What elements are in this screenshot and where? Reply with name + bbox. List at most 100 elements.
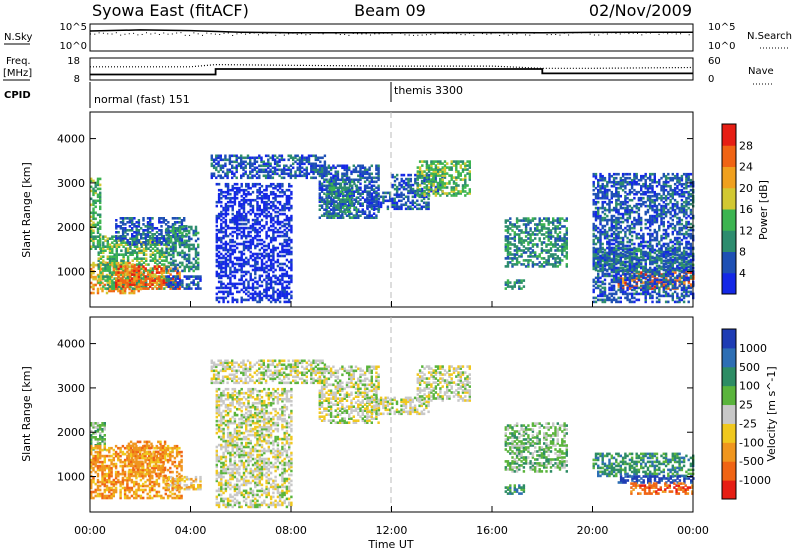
power-cell [99, 281, 103, 284]
power-cell [294, 174, 297, 178]
power-cell [221, 164, 225, 168]
power-cell [174, 275, 177, 278]
power-cell [154, 257, 157, 260]
power-cell [285, 230, 289, 234]
power-cell [540, 251, 544, 254]
power-cell [99, 267, 102, 271]
power-cell [172, 229, 175, 233]
power-cell [215, 162, 218, 166]
power-cell [171, 277, 175, 280]
power-cell [543, 225, 546, 228]
power-cell [210, 158, 213, 162]
power-cell [133, 225, 136, 228]
power-cell [513, 223, 516, 226]
noise-search-dot [434, 33, 436, 35]
power-cell [281, 268, 284, 272]
noise-search-dot [262, 33, 264, 35]
power-cell [240, 214, 243, 218]
power-cell [174, 237, 177, 241]
power-cell [224, 218, 228, 222]
power-cell [197, 243, 200, 247]
power-cell [220, 262, 223, 266]
power-cell [554, 245, 557, 248]
power-cell [335, 182, 338, 186]
power-cell [224, 296, 228, 300]
power-cell [320, 166, 324, 170]
power-cell [229, 282, 232, 286]
power-cell [242, 270, 246, 274]
power-cell [235, 176, 238, 180]
power-cell [504, 287, 507, 290]
power-cell [342, 196, 345, 199]
power-cell [430, 160, 433, 163]
power-cell [128, 243, 132, 246]
power-cell [281, 212, 284, 216]
power-cell [552, 227, 555, 230]
power-cell [285, 264, 289, 268]
power-cell [285, 274, 289, 278]
power-cell [307, 162, 311, 166]
power-cell [121, 277, 125, 281]
power-cell [256, 286, 259, 290]
power-cell [276, 234, 280, 238]
power-cell [285, 222, 289, 226]
power-cell [280, 156, 284, 160]
power-cell [210, 162, 213, 166]
power-cell [348, 188, 351, 191]
noise-search-dot [576, 32, 578, 34]
power-cell [188, 259, 191, 263]
power-cell [420, 189, 424, 193]
power-cell [558, 259, 562, 262]
power-cell [210, 172, 213, 176]
power-cell [151, 253, 155, 256]
power-cell [151, 257, 155, 260]
power-cell [244, 170, 247, 174]
power-cell [320, 198, 324, 201]
power-cell [281, 220, 284, 224]
power-cell [359, 186, 362, 190]
power-cell [393, 207, 396, 211]
power-cell [344, 190, 347, 193]
power-cell [199, 277, 202, 280]
power-cell [120, 259, 123, 262]
power-cell [197, 267, 200, 271]
power-cell [160, 231, 163, 234]
power-cell [222, 190, 225, 194]
power-cell [258, 164, 261, 168]
power-cell [326, 192, 329, 195]
power-cell [391, 199, 394, 203]
power-cell [395, 201, 399, 205]
power-cell [92, 221, 95, 225]
power-cell [421, 176, 424, 179]
power-cell [244, 156, 247, 160]
power-cell [242, 284, 246, 288]
power-cell [245, 192, 248, 196]
power-cell [359, 210, 362, 213]
power-cell [518, 219, 521, 222]
power-cell [328, 182, 331, 186]
power-cell [149, 281, 152, 284]
power-cell [122, 241, 125, 244]
power-cell [283, 228, 286, 232]
power-cell [348, 198, 352, 201]
power-cell [524, 259, 528, 262]
power-cell [181, 231, 184, 235]
power-cell [276, 254, 280, 258]
power-cell [247, 234, 250, 238]
power-cell [146, 235, 150, 238]
power-cell [135, 237, 138, 240]
power-cell [258, 292, 261, 296]
power-cell [272, 250, 275, 254]
power-cell [520, 241, 523, 244]
power-cell [256, 212, 259, 216]
power-cell [379, 205, 383, 209]
noise-search-dot [90, 33, 91, 35]
power-cell [126, 247, 130, 250]
power-cell [136, 281, 139, 284]
power-cell [662, 283, 666, 286]
power-cell [446, 182, 449, 185]
power-cell [531, 239, 535, 242]
power-cell [128, 273, 132, 276]
power-cell [624, 281, 627, 284]
power-cell [332, 198, 335, 201]
